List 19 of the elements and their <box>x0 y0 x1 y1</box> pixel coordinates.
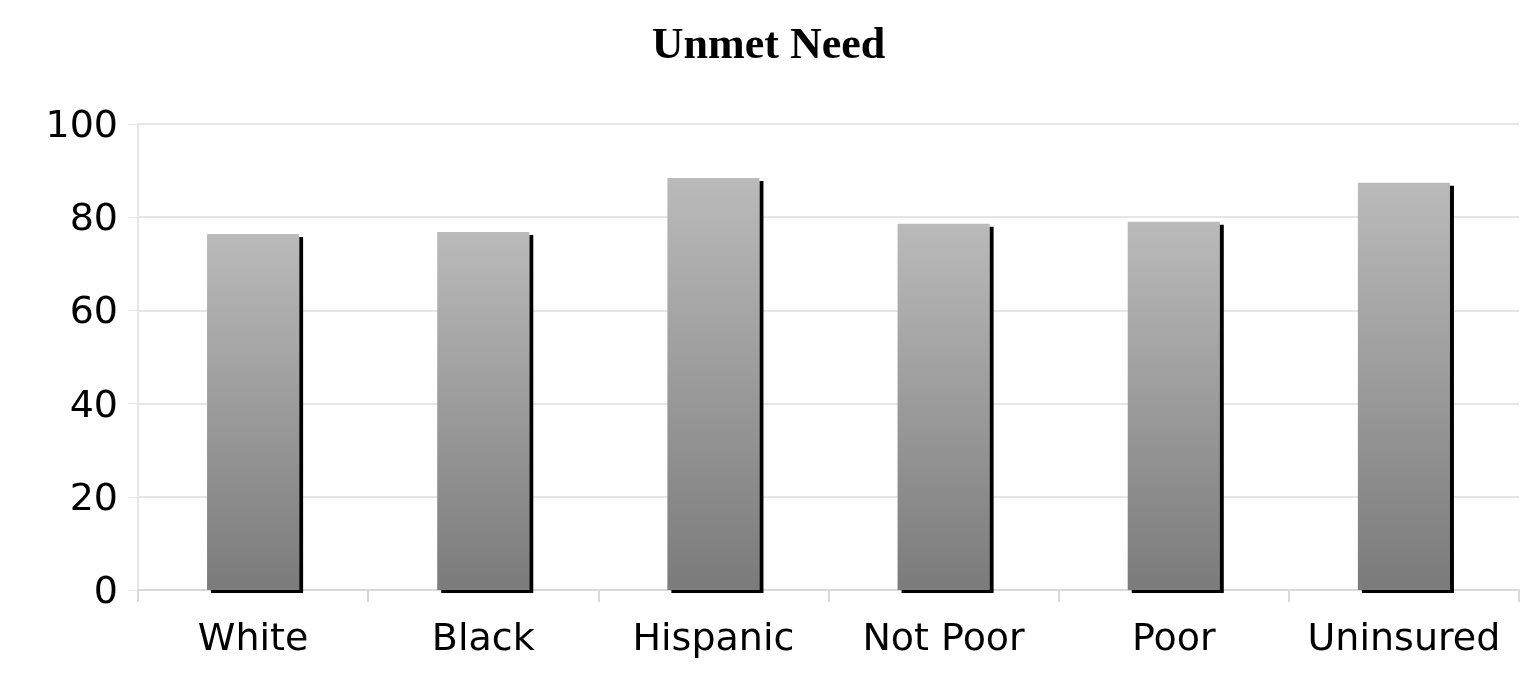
bar <box>897 223 990 590</box>
x-tick-label: Black <box>431 615 535 659</box>
y-tick-label: 80 <box>69 195 118 240</box>
bar <box>437 232 530 590</box>
x-tick-label: Poor <box>1131 615 1216 659</box>
bar <box>1357 182 1450 590</box>
x-tick-label: White <box>197 615 309 659</box>
y-tick-label: 60 <box>69 288 118 333</box>
y-tick-label: 100 <box>45 102 118 146</box>
bar <box>1127 221 1220 590</box>
x-tick-label: Uninsured <box>1307 615 1501 659</box>
bar <box>207 233 300 590</box>
y-tick-label: 40 <box>69 381 118 426</box>
bar <box>667 178 760 590</box>
x-tick-label: Not Poor <box>862 615 1026 659</box>
x-tick-label: Hispanic <box>632 615 795 659</box>
chart-title: Unmet Need <box>651 18 886 68</box>
y-tick-label: 0 <box>93 568 118 612</box>
y-tick-label: 20 <box>69 474 118 519</box>
